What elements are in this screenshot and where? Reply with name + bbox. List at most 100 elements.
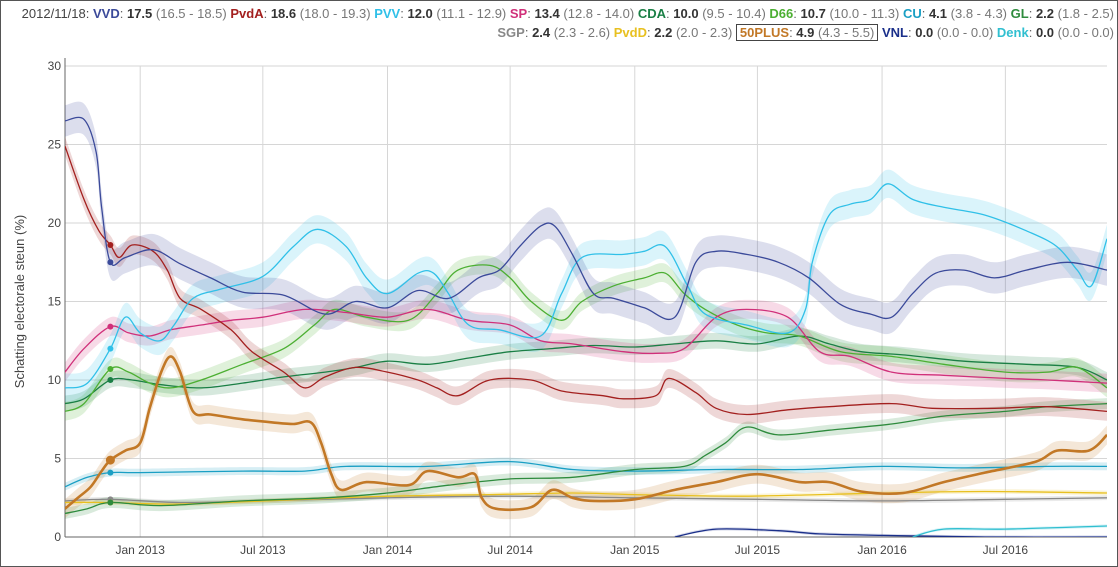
legend-party-value: 2.2	[654, 25, 673, 40]
series-line-pvda	[65, 145, 1107, 416]
legend-party-interval: (9.5 - 10.4)	[702, 6, 766, 21]
legend-item-gl[interactable]: GL: 2.2 (1.8 - 2.5)	[1010, 6, 1114, 21]
band-50plus	[65, 347, 1107, 520]
marker-50plus	[105, 455, 115, 465]
grid-lines	[65, 65, 1107, 538]
legend-party-value: 0.0	[1035, 25, 1055, 40]
legend-party-value: 10.0	[673, 6, 699, 21]
legend-party-name: PVV	[374, 6, 401, 21]
series-line-vvd	[65, 116, 1107, 321]
x-tick-label: Jul 2015	[735, 543, 781, 557]
legend-party-interval: (16.5 - 18.5)	[155, 6, 227, 21]
legend-party-name: CU	[902, 6, 922, 21]
date-markers	[105, 241, 115, 506]
legend-party-value: 18.6	[270, 6, 297, 21]
legend-party-value: 2.2	[1035, 6, 1055, 21]
y-tick-label: 20	[48, 216, 62, 230]
legend-party-name: VNL	[881, 25, 908, 40]
legend-item-50plus[interactable]: 50PLUS: 4.9 (4.3 - 5.5)	[735, 24, 879, 41]
series-line-cda	[65, 335, 1107, 405]
legend-item-sp[interactable]: SP: 13.4 (12.8 - 14.0)	[509, 6, 635, 21]
legend-party-value: 12.0	[407, 6, 433, 21]
legend-date: 2012/11/18:	[21, 6, 90, 21]
legend-item-sgp[interactable]: SGP: 2.4 (2.3 - 2.6)	[497, 25, 611, 40]
band-pvv	[65, 169, 1107, 402]
x-tick-label: Jul 2013	[240, 543, 286, 557]
marker-pvda	[107, 241, 114, 248]
legend-party-interval: (18.0 - 19.3)	[299, 6, 371, 21]
y-tick-label: 15	[48, 295, 62, 309]
legend-party-name: Denk	[996, 25, 1029, 40]
y-tick-label: 25	[48, 138, 62, 152]
legend-party-interval: (4.3 - 5.5)	[818, 25, 875, 40]
legend-item-pvdd[interactable]: PvdD: 2.2 (2.0 - 2.3)	[613, 25, 733, 40]
y-tick-label: 30	[48, 59, 62, 73]
x-tick-label: Jul 2016	[983, 543, 1029, 557]
series-line-sgp	[65, 495, 1107, 504]
band-vnl	[674, 527, 1107, 537]
series-lines	[65, 116, 1107, 537]
legend-party-interval: (11.1 - 12.9)	[436, 6, 507, 21]
legend-party-value: 10.7	[800, 6, 826, 21]
band-cu	[65, 457, 1107, 491]
legend-item-vnl[interactable]: VNL: 0.0 (0.0 - 0.0)	[881, 25, 994, 40]
legend-item-d66[interactable]: D66: 10.7 (10.0 - 11.3)	[769, 6, 900, 21]
series-line-vnl	[674, 528, 1107, 537]
legend-item-pvv[interactable]: PVV: 12.0 (11.1 - 12.9)	[374, 6, 507, 21]
legend-party-interval: (2.3 - 2.6)	[553, 25, 611, 40]
x-tick-label: Jan 2015	[610, 543, 660, 557]
x-tick-label: Jul 2014	[487, 543, 533, 557]
y-tick-label: 5	[54, 452, 61, 466]
legend-party-interval: (3.8 - 4.3)	[950, 6, 1008, 21]
x-tick-label: Jan 2016	[857, 543, 907, 557]
marker-d66	[107, 366, 114, 373]
series-line-sp	[65, 308, 1107, 384]
legend-party-interval: (10.0 - 11.3)	[829, 6, 900, 21]
marker-vvd	[107, 259, 114, 266]
legend-item-cu[interactable]: CU: 4.1 (3.8 - 4.3)	[902, 6, 1008, 21]
series-line-gl	[65, 402, 1107, 515]
legend-party-value: 4.9	[796, 25, 815, 40]
legend-party-value: 13.4	[534, 6, 560, 21]
series-line-d66	[65, 264, 1107, 413]
legend-party-name: CDA	[637, 6, 667, 21]
marker-cda	[107, 377, 114, 383]
legend-party-interval: (12.8 - 14.0)	[563, 6, 635, 21]
legend-party-interval: (0.0 - 0.0)	[1057, 25, 1114, 40]
x-tick-label: Jan 2014	[363, 543, 413, 557]
y-axis-label: Schatting electorale steun (%)	[12, 215, 27, 388]
legend-party-interval: (1.8 - 2.5)	[1057, 6, 1114, 21]
legend-party-interval: (0.0 - 0.0)	[936, 25, 994, 40]
y-tick-label: 0	[54, 530, 61, 544]
legend-item-cda[interactable]: CDA: 10.0 (9.5 - 10.4)	[637, 6, 766, 21]
y-tick-label: 10	[48, 373, 62, 387]
marker-cu	[107, 469, 114, 476]
axes: 0 5 10 15 20 25 30 Jan 2013 Jul 2013 Jan 2014 Jul …	[48, 58, 1107, 557]
legend-item-pvda[interactable]: PvdA: 18.6 (18.0 - 19.3)	[230, 6, 371, 21]
legend-party-value: 17.5	[126, 6, 153, 21]
series-line-50plus	[65, 355, 1107, 512]
legend-item-vvd[interactable]: VVD: 17.5 (16.5 - 18.5)	[93, 6, 227, 21]
legend-party-name: PvdA	[230, 6, 264, 21]
series-line-cu	[65, 460, 1107, 488]
legend-party-name: D66	[769, 6, 794, 21]
legend-party-name: VVD	[93, 6, 120, 21]
legend-party-name: GL	[1010, 6, 1029, 21]
series-line-denk	[912, 525, 1107, 537]
legend-item-denk[interactable]: Denk: 0.0 (0.0 - 0.0)	[996, 25, 1114, 40]
legend-party-name: 50PLUS	[739, 25, 790, 40]
legend-party-name: SGP	[497, 25, 525, 40]
legend-party-name: SP	[509, 6, 528, 21]
legend-party-value: 0.0	[915, 25, 934, 40]
marker-sp	[107, 323, 114, 330]
chart-legend: 2012/11/18: VVD: 17.5 (16.5 - 18.5) PvdA…	[2, 4, 1114, 42]
legend-party-value: 4.1	[928, 6, 948, 21]
legend-items: VVD: 17.5 (16.5 - 18.5) PvdA: 18.6 (18.0…	[93, 6, 1114, 41]
legend-party-value: 2.4	[532, 25, 551, 40]
legend-party-interval: (2.0 - 2.3)	[675, 25, 733, 40]
x-tick-label: Jan 2013	[116, 543, 166, 557]
marker-pvv	[107, 345, 114, 352]
series-line-pvv	[65, 183, 1107, 389]
band-vvd	[65, 101, 1107, 336]
